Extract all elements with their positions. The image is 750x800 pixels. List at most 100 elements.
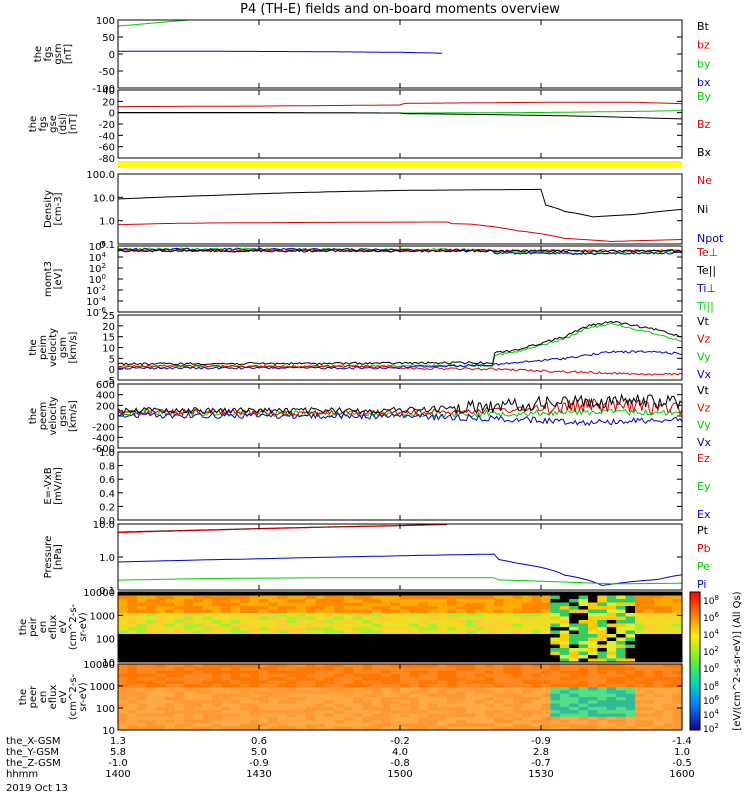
heatmap-cell [287, 677, 298, 681]
heatmap-cell [606, 595, 617, 600]
heatmap-cell [334, 616, 345, 621]
heatmap-cell [531, 655, 542, 659]
heatmap-cell [569, 630, 580, 635]
heatmap-cell [202, 720, 213, 724]
heatmap-cell [362, 623, 373, 628]
heatmap-cell [588, 627, 598, 631]
heatmap-cell [221, 697, 232, 701]
heatmap-cell [484, 720, 495, 724]
heatmap-cell [240, 697, 251, 701]
heatmap-cell [428, 690, 439, 695]
heatmap-cell [362, 713, 373, 718]
legend-Pi: Pi [697, 578, 706, 591]
heatmap-cell [193, 697, 204, 701]
heatmap-cell [437, 700, 448, 705]
heatmap-cell [259, 634, 269, 638]
heatmap-cell [212, 609, 222, 614]
heatmap-cell [155, 602, 166, 607]
legend-Ex: Ex [697, 508, 711, 521]
heatmap-cell [381, 687, 392, 691]
heatmap-cell [503, 693, 514, 698]
heatmap-cell [512, 599, 523, 603]
heatmap-cell [221, 616, 232, 621]
heatmap-cell [644, 703, 655, 708]
heatmap-cell [494, 726, 504, 730]
heatmap-cell [221, 599, 232, 603]
heatmap-cell [202, 693, 213, 698]
ytick-label: 1.0 [99, 448, 115, 459]
heatmap-cell [390, 673, 401, 678]
heatmap-cell [635, 713, 645, 718]
heatmap-cell [428, 606, 439, 610]
heatmap-cell [381, 706, 392, 711]
heatmap-cell [230, 687, 241, 691]
xaxis-row-label: the_Z-GSM [6, 758, 61, 769]
series-Te||-line [118, 249, 682, 253]
heatmap-cell [550, 670, 561, 675]
heatmap-cell [315, 595, 326, 600]
heatmap-cell [578, 693, 589, 698]
heatmap-cell [296, 670, 307, 675]
heatmap-cell [343, 693, 354, 698]
heatmap-cell [174, 667, 185, 672]
heatmap-cell [644, 634, 655, 638]
heatmap-cell [118, 697, 128, 701]
heatmap-cell [400, 630, 410, 635]
heatmap-cell [146, 726, 157, 730]
heatmap-cell [672, 667, 682, 672]
heatmap-cell [353, 703, 363, 708]
heatmap-cell [578, 726, 589, 730]
heatmap-cell [456, 658, 467, 662]
heatmap-cell [644, 599, 655, 603]
heatmap-cell [672, 595, 682, 600]
heatmap-cell [165, 634, 175, 638]
heatmap-cell [343, 613, 354, 617]
heatmap-cell [418, 703, 429, 708]
heatmap-cell [165, 602, 175, 607]
heatmap-cell [447, 644, 457, 649]
heatmap-cell [578, 595, 589, 600]
heatmap-cell [418, 648, 429, 652]
heatmap-cell [569, 606, 580, 610]
heatmap-cell [531, 687, 542, 691]
heatmap-cell [447, 683, 457, 688]
heatmap-cell [221, 716, 232, 721]
heatmap-cell [559, 658, 570, 662]
heatmap-cell [353, 687, 363, 691]
heatmap-cell [447, 713, 457, 718]
heatmap-cell [635, 637, 645, 642]
heatmap-cell [277, 710, 288, 714]
heatmap-cell [353, 651, 363, 656]
heatmap-cell [475, 710, 486, 714]
heatmap-cell [616, 620, 627, 624]
heatmap-cell [371, 651, 382, 656]
heatmap-cell [296, 713, 307, 718]
heatmap-cell [503, 683, 514, 688]
heatmap-cell [663, 687, 674, 691]
heatmap-cell [625, 616, 636, 621]
heatmap-cell [672, 700, 682, 705]
heatmap-cell [418, 690, 429, 695]
heatmap-cell [606, 693, 617, 698]
heatmap-cell [465, 690, 476, 695]
heatmap-cell [522, 693, 533, 698]
heatmap-cell [277, 599, 288, 603]
heatmap-cell [249, 623, 260, 628]
ylabel-line: eV [58, 690, 69, 703]
heatmap-cell [644, 644, 655, 649]
heatmap-cell [127, 670, 138, 675]
heatmap-cell [371, 706, 382, 711]
heatmap-cell [277, 655, 288, 659]
heatmap-cell [578, 723, 589, 728]
heatmap-cell [653, 687, 664, 691]
heatmap-cell [118, 620, 128, 624]
heatmap-cell [588, 673, 598, 678]
heatmap-cell [447, 673, 457, 678]
heatmap-cell [597, 703, 608, 708]
heatmap-cell [512, 658, 523, 662]
heatmap-cell [362, 664, 373, 668]
heatmap-cell [400, 613, 410, 617]
heatmap-cell [418, 700, 429, 705]
heatmap-cell [136, 627, 147, 631]
